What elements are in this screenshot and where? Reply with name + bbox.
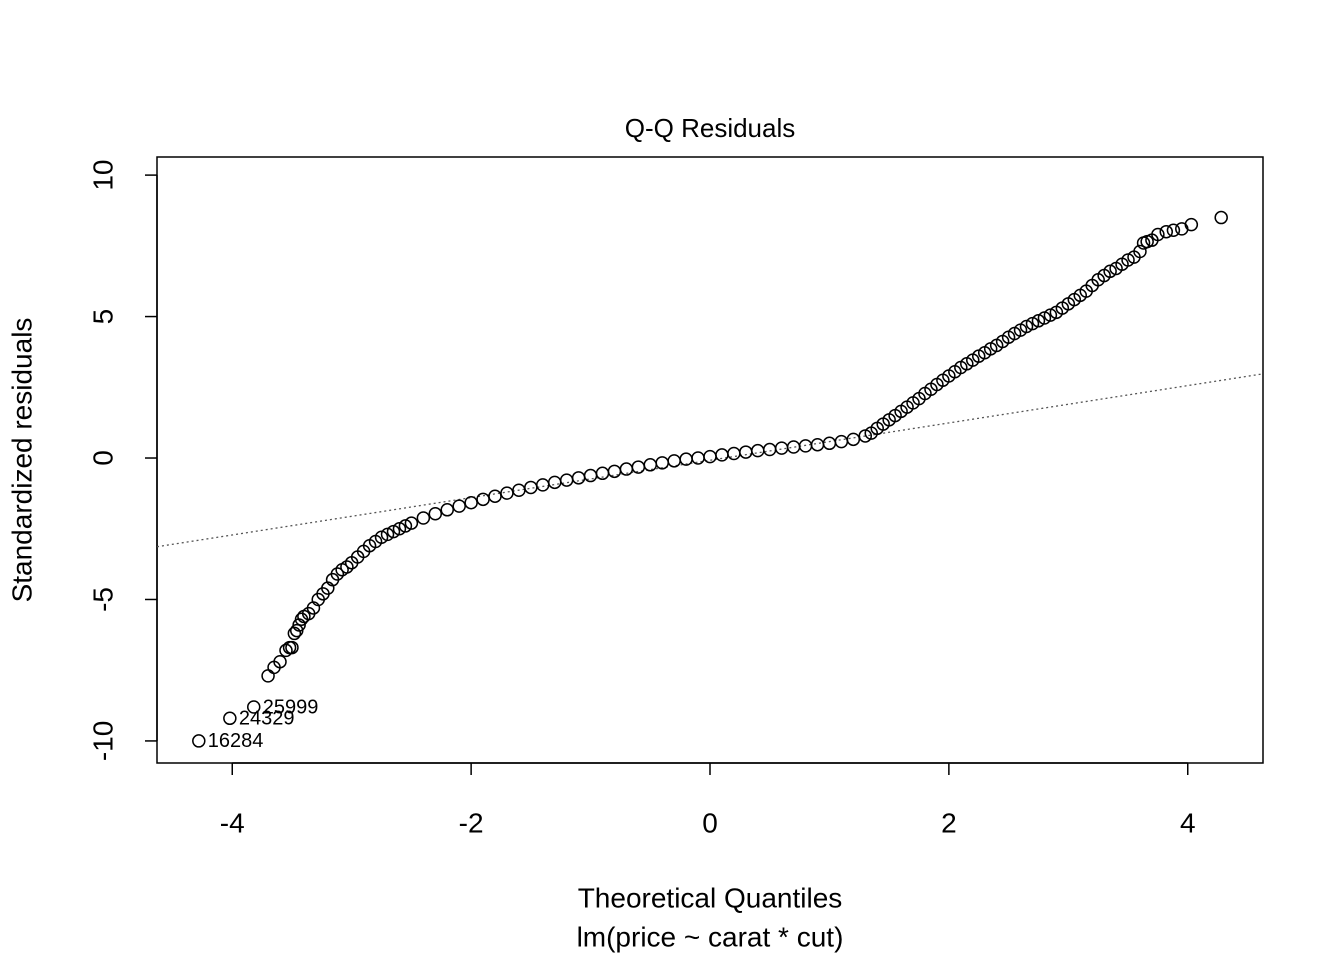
point [1166, 223, 1181, 238]
point [285, 640, 299, 655]
y-tick-label: 10 [87, 160, 118, 191]
point [452, 499, 466, 513]
point [273, 654, 287, 669]
y-axis-label: Standardized residuals [6, 318, 37, 603]
y-tick-label: 0 [87, 450, 118, 466]
point [1025, 316, 1040, 331]
point [392, 521, 407, 536]
point [1019, 319, 1034, 334]
point [340, 560, 354, 574]
point [279, 643, 293, 658]
labeled-point [223, 711, 237, 726]
point [858, 429, 873, 443]
x-tick-label: -4 [220, 807, 245, 838]
x-tick-label: 2 [941, 807, 957, 838]
point [330, 567, 345, 581]
point [380, 527, 395, 542]
y-tick-label: -5 [87, 587, 118, 612]
point [1184, 217, 1199, 232]
point [440, 503, 454, 517]
point [464, 495, 478, 510]
point [428, 507, 443, 521]
point [398, 519, 413, 533]
point [1159, 224, 1174, 239]
point [1103, 264, 1117, 279]
point [846, 432, 861, 447]
x-tick-label: -2 [459, 807, 484, 838]
x-tick-label: 4 [1180, 807, 1196, 838]
point [404, 516, 419, 530]
point-label: 25999 [263, 696, 319, 718]
labeled-point [246, 700, 261, 714]
chart-title: Q-Q Residuals [625, 113, 796, 143]
labeled-point [192, 734, 206, 748]
point-label: 16284 [208, 730, 264, 752]
point [1133, 244, 1147, 259]
point [386, 524, 401, 539]
point [1037, 311, 1052, 325]
point [1121, 253, 1135, 267]
point [1043, 308, 1058, 322]
point [416, 511, 431, 525]
y-tick-label: 5 [87, 309, 118, 325]
y-tick-label: -10 [87, 721, 118, 761]
x-tick-label: 0 [702, 807, 718, 838]
subtitle: lm(price ~ carat * cut) [577, 921, 844, 952]
point [1031, 314, 1046, 328]
point [374, 530, 389, 544]
reference-line [156, 373, 1264, 548]
point [1151, 227, 1165, 242]
point [1214, 210, 1228, 225]
x-axis-label: Theoretical Quantiles [578, 882, 843, 913]
